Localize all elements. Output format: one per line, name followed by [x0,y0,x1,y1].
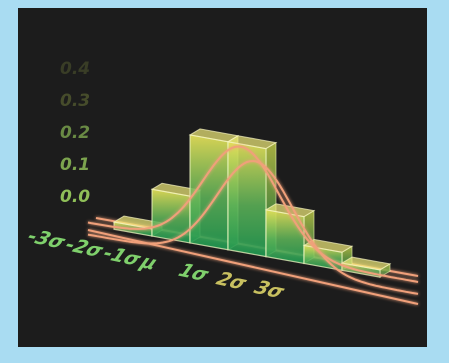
y-tick-label: 0.2 [60,123,90,143]
bar-3 [227,141,267,258]
y-tick-label: 0.1 [60,155,90,175]
density-curve-back [87,145,419,283]
y-tick-label: 0.0 [60,187,90,207]
x-tick-label: 2σ [213,267,252,294]
y-tick-label: 0.4 [60,59,90,79]
bar-top [226,135,278,150]
bar-top [340,256,392,271]
histogram-chart: 0.40.30.20.10.0 -3σ-2σ-1σμ 1σ 2σ 3σ [24,59,419,305]
chart-frame: 0.4 0.3 0.2 0.1 0.0 -3σ -2σ -1σ μ 1σ 2σ 3σ [18,8,427,347]
bar-top [302,238,354,253]
x-tick-label: 1σ [175,259,214,286]
bar-1 [151,188,191,244]
curves-group [87,145,419,295]
y-tick-label: 0.3 [60,91,90,111]
y-axis-labels: 0.4 0.3 0.2 0.1 0.0 [60,59,90,207]
x-tick-label: 3σ [251,276,290,303]
density-curve-front [87,159,419,295]
